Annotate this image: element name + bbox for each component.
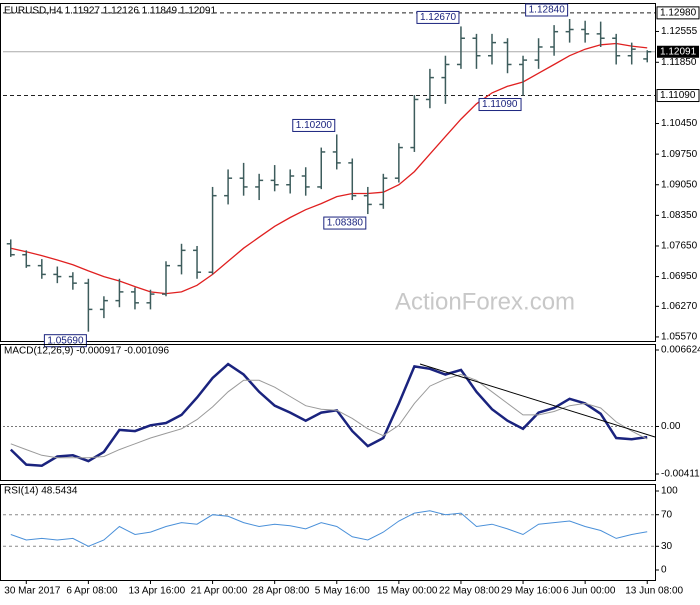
panel-title: MACD(12,26,9) -0.000917 -0.001096 <box>4 346 170 357</box>
y-tick-label: 100 <box>661 486 678 497</box>
x-tick-label: 13 Apr 16:00 <box>128 586 185 597</box>
annotation-label: 1.11090 <box>482 99 518 110</box>
y-tick-label: -0.004116 <box>661 469 700 480</box>
moving-average <box>10 42 648 295</box>
last-price-box <box>657 45 699 58</box>
level-label-box <box>656 6 700 20</box>
x-tick-label: 15 May 00:00 <box>377 586 438 597</box>
y-tick-label: 1.08350 <box>661 210 698 221</box>
x-tick-label: 29 May 16:00 <box>501 586 562 597</box>
x-tick-label: 6 Apr 08:00 <box>66 586 118 597</box>
y-tick-label: 1.06270 <box>661 301 698 312</box>
annotation-box <box>292 118 336 132</box>
y-tick-label: 70 <box>661 509 673 520</box>
y-tick-label: 1.07650 <box>661 241 698 252</box>
x-tick-label: 30 Mar 2017 <box>4 586 61 597</box>
annotation-label: 1.12670 <box>420 12 457 23</box>
panel-title: RSI(14) 48.5434 <box>4 486 78 497</box>
panel-frame <box>0 3 656 342</box>
y-tick-label: 1.06950 <box>661 271 698 282</box>
annotation-label: 1.10200 <box>296 120 333 131</box>
annotation-box <box>43 334 87 348</box>
annotation-label: 1.12840 <box>529 5 566 16</box>
x-tick-label: 5 May 16:00 <box>315 586 370 597</box>
trend-line <box>419 363 656 438</box>
last-price-label: 1.12091 <box>660 46 697 57</box>
x-tick-label: 13 Jun 08:00 <box>625 586 683 597</box>
y-tick-label: 1.09750 <box>661 149 698 160</box>
y-tick-label: 30 <box>661 541 673 552</box>
x-tick-label: 6 Jun 00:00 <box>563 586 616 597</box>
annotation-label: 1.05690 <box>47 335 84 346</box>
level-label: 1.11090 <box>660 90 696 101</box>
watermark: ActionForex.com <box>395 288 575 315</box>
panel-frame <box>0 484 656 581</box>
annotation-box <box>416 10 460 24</box>
y-tick-label: 1.11850 <box>661 57 697 68</box>
annotation-box <box>478 98 522 112</box>
level-label-box <box>656 89 700 103</box>
x-tick-label: 22 May 08:00 <box>439 586 500 597</box>
indicator-line <box>10 510 648 547</box>
y-tick-label: 0.00 <box>661 421 681 432</box>
x-tick-label: 21 Apr 00:00 <box>191 586 248 597</box>
annotation-label: 1.08380 <box>327 218 364 229</box>
annotation-box <box>525 3 569 17</box>
y-tick-label: 1.05570 <box>661 332 698 343</box>
y-tick-label: 1.09050 <box>661 179 698 190</box>
y-tick-label: 0.006624 <box>661 345 700 356</box>
y-tick-label: 1.10450 <box>661 118 698 129</box>
indicator-line <box>10 373 648 459</box>
panel-title: EURUSD,H4 1.11927 1.12126 1.11849 1.1209… <box>4 6 216 17</box>
annotation-box <box>323 216 367 230</box>
x-tick-label: 28 Apr 08:00 <box>253 586 310 597</box>
panel-frame <box>0 344 656 481</box>
y-tick-label: 0 <box>661 565 667 576</box>
y-tick-label: 1.12555 <box>661 26 698 37</box>
indicator-line <box>9 362 648 467</box>
level-label: 1.12980 <box>660 8 697 19</box>
